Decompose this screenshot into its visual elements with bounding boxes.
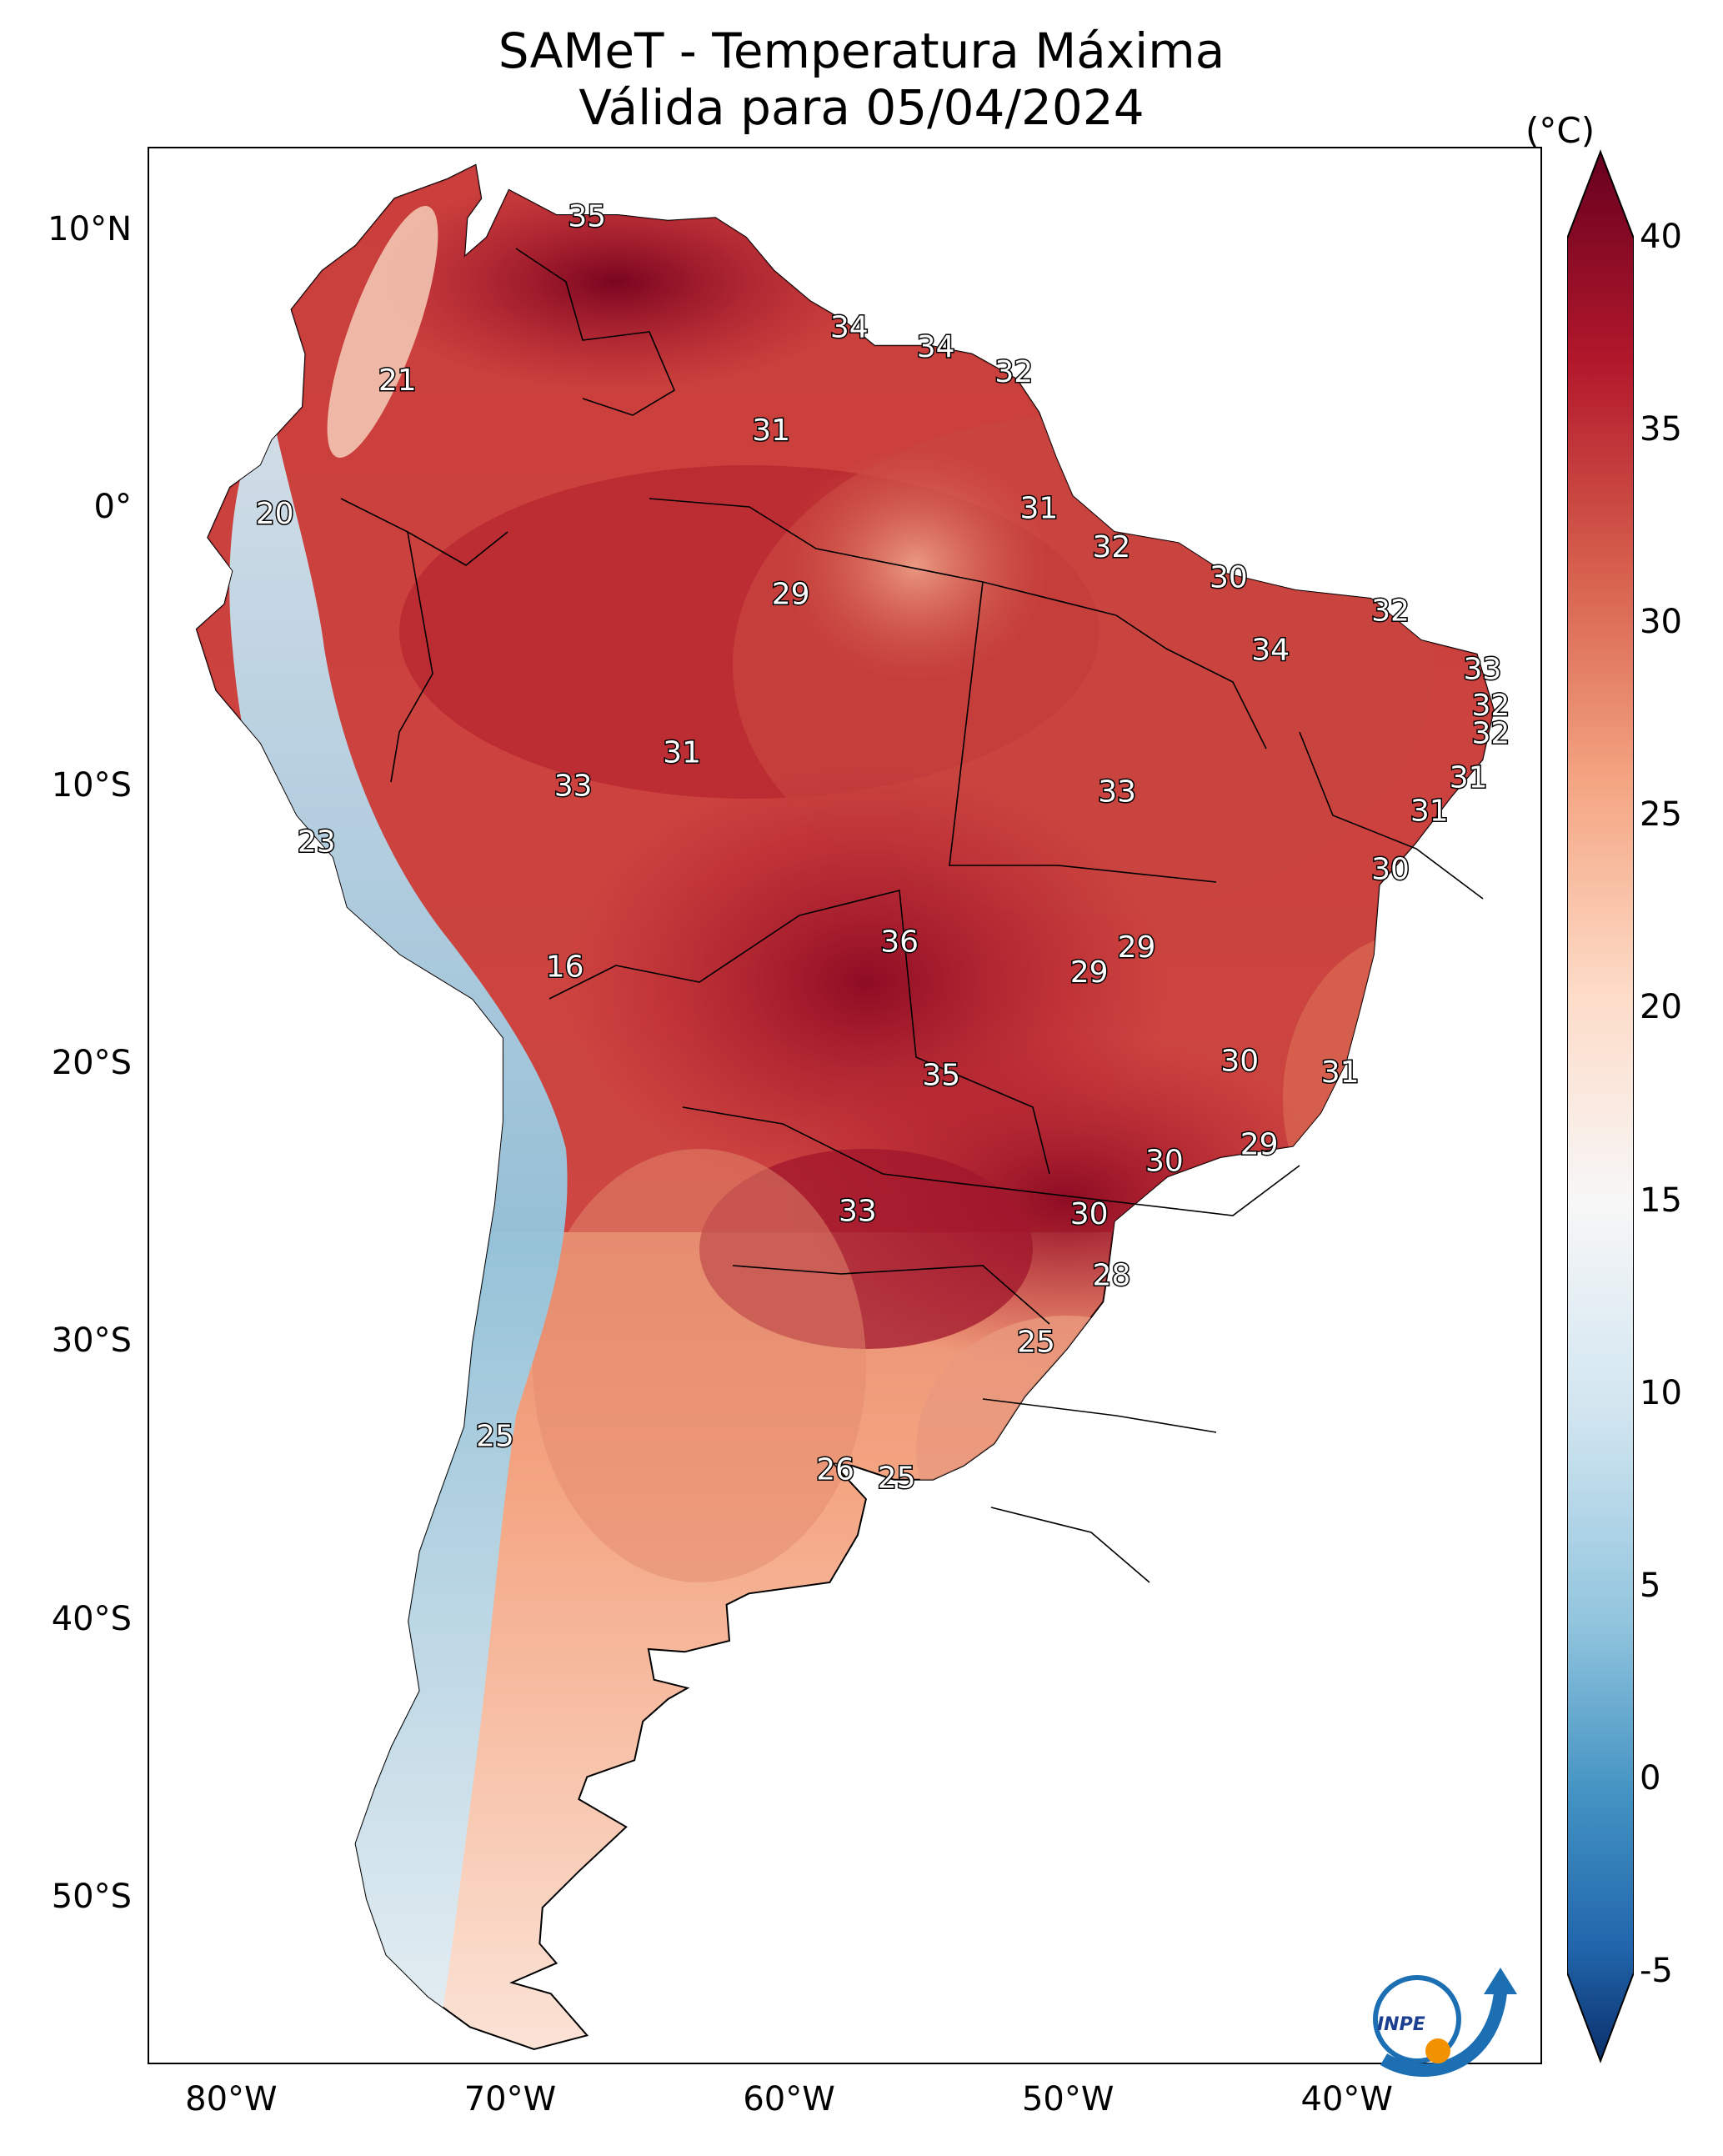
- city-temp-label: 35: [568, 199, 606, 233]
- city-temp-label: 32: [1092, 530, 1130, 564]
- city-temp-label: 23: [298, 825, 336, 859]
- city-temp-label: 34: [917, 330, 955, 364]
- colorbar-tick-label: -5: [1640, 1952, 1673, 1990]
- city-temp-label: 29: [1118, 930, 1156, 965]
- city-temp-label: 32: [994, 355, 1033, 389]
- colorbar-tick-label: 15: [1640, 1181, 1682, 1220]
- lon-tick-label: 50°W: [1021, 2080, 1114, 2118]
- city-temp-label: 31: [1321, 1055, 1360, 1090]
- city-temp-label: 30: [1210, 561, 1248, 595]
- lat-tick-label: 20°S: [51, 1044, 132, 1082]
- city-temp-label: 30: [1220, 1045, 1259, 1079]
- city-temp-label: 30: [1145, 1145, 1184, 1179]
- city-temp-label: 30: [1371, 853, 1410, 887]
- lat-tick-label: 40°S: [51, 1599, 132, 1638]
- lat-tick-label: 0°: [93, 488, 132, 527]
- map-area: 35 34 34 32 21 31 31 20 32 30 29 32 34 33 32 32 31 31 33 33…: [148, 147, 1542, 2064]
- city-temp-label: 31: [1019, 491, 1058, 525]
- city-temp-label: 31: [752, 414, 790, 448]
- country-borders: [340, 248, 1484, 1583]
- city-temp-label: 21: [378, 364, 417, 398]
- city-temp-label: 16: [546, 950, 584, 984]
- colorbar-unit: (°C): [1525, 110, 1595, 151]
- city-temp-label: 30: [1070, 1197, 1109, 1231]
- colorbar-tick-label: 5: [1640, 1566, 1661, 1605]
- lat-tick-label: 10°S: [51, 765, 132, 805]
- lat-tick-label: 50°S: [51, 1878, 132, 1916]
- city-temp-label: 25: [1017, 1325, 1055, 1359]
- inpe-logo: INPE: [1373, 1968, 1517, 2077]
- city-temp-label: 33: [839, 1195, 877, 1229]
- city-temp-label: 32: [1471, 689, 1510, 723]
- city-temp-label: 33: [1098, 775, 1136, 809]
- city-temp-label: 26: [816, 1453, 854, 1487]
- lat-tick-label: 30°S: [51, 1321, 132, 1361]
- city-temp-label: 25: [476, 1420, 514, 1454]
- colorbar-tick-label: 10: [1640, 1373, 1682, 1412]
- map-title: SAMeT - Temperatura Máxima: [498, 23, 1225, 79]
- colorbar-tick-label: 25: [1640, 795, 1682, 835]
- lon-tick-label: 40°W: [1300, 2080, 1393, 2118]
- city-temp-label: 31: [1410, 795, 1449, 829]
- lat-tick-label: 10°N: [48, 210, 132, 248]
- colorbar-tick-label: 0: [1640, 1758, 1661, 1798]
- city-temp-label: 31: [1450, 761, 1488, 795]
- city-temp-label: 32: [1371, 594, 1410, 629]
- map-subtitle: Válida para 05/04/2024: [579, 79, 1144, 136]
- city-temp-label: 35: [922, 1058, 960, 1092]
- colorbar: [1567, 149, 1634, 2063]
- city-temp-label: 34: [830, 311, 869, 345]
- city-temp-label: 36: [880, 925, 919, 959]
- lon-tick-label: 80°W: [185, 2080, 278, 2118]
- city-temp-label: 29: [1240, 1128, 1279, 1162]
- city-temp-label: 34: [1251, 633, 1290, 667]
- city-temp-label: 20: [256, 497, 294, 531]
- colorbar-gradient: [1567, 149, 1634, 2063]
- city-temp-label: 25: [878, 1462, 916, 1496]
- city-temp-label: 32: [1471, 716, 1510, 750]
- city-temp-label: 29: [772, 578, 810, 612]
- svg-text:INPE: INPE: [1377, 2014, 1425, 2035]
- city-temp-label: 31: [663, 736, 701, 770]
- colorbar-tick-label: 30: [1640, 603, 1682, 642]
- colorbar-tick-label: 20: [1640, 988, 1682, 1027]
- city-temp-label: 28: [1092, 1258, 1130, 1292]
- colorbar-tick-label: 35: [1640, 410, 1682, 449]
- lon-tick-label: 60°W: [743, 2080, 835, 2118]
- city-temp-label: 33: [554, 770, 593, 804]
- city-temp-label: 29: [1070, 955, 1109, 990]
- colorbar-tick-label: 40: [1640, 218, 1682, 256]
- city-temp-label: 33: [1463, 653, 1501, 687]
- lon-tick-label: 70°W: [463, 2080, 557, 2118]
